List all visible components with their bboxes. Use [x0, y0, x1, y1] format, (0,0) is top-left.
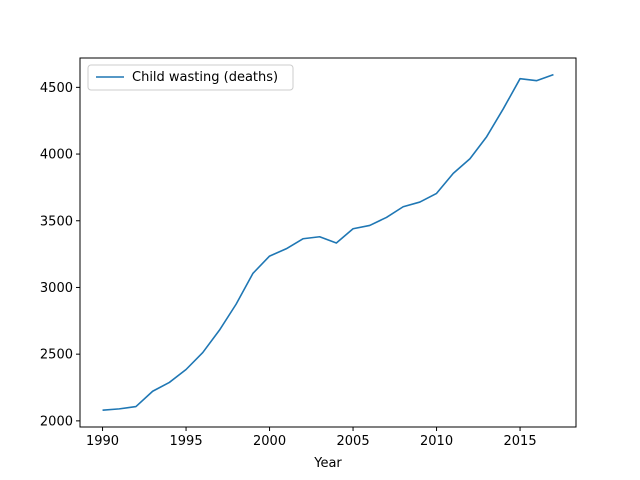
x-tick-label: 2010: [420, 434, 453, 449]
x-tick-label: 1990: [86, 434, 119, 449]
series-line-child-wasting: [102, 73, 554, 411]
y-tick-label: 2000: [40, 414, 73, 429]
x-tick-label: 2000: [253, 434, 286, 449]
y-tick-label: 3500: [40, 214, 73, 229]
x-tick-label: 2005: [337, 434, 370, 449]
legend-label: Child wasting (deaths): [132, 70, 278, 85]
axes-frame: [79, 57, 577, 428]
x-axis-label: Year: [313, 456, 342, 471]
y-axis-ticks: 2000 2500 3000 3500 4000 4500: [40, 81, 80, 429]
y-tick-label: 3000: [40, 281, 73, 296]
plot-area: [79, 57, 577, 428]
x-axis-ticks: 1990 1995 2000 2005 2010 2015: [86, 427, 537, 449]
x-tick-label: 2015: [504, 434, 537, 449]
legend-box: [87, 64, 294, 91]
x-tick-label: 1995: [170, 434, 203, 449]
legend: Child wasting (deaths): [87, 64, 294, 91]
y-tick-label: 4500: [40, 81, 73, 96]
y-tick-label: 4000: [40, 148, 73, 163]
y-tick-label: 2500: [40, 348, 73, 363]
